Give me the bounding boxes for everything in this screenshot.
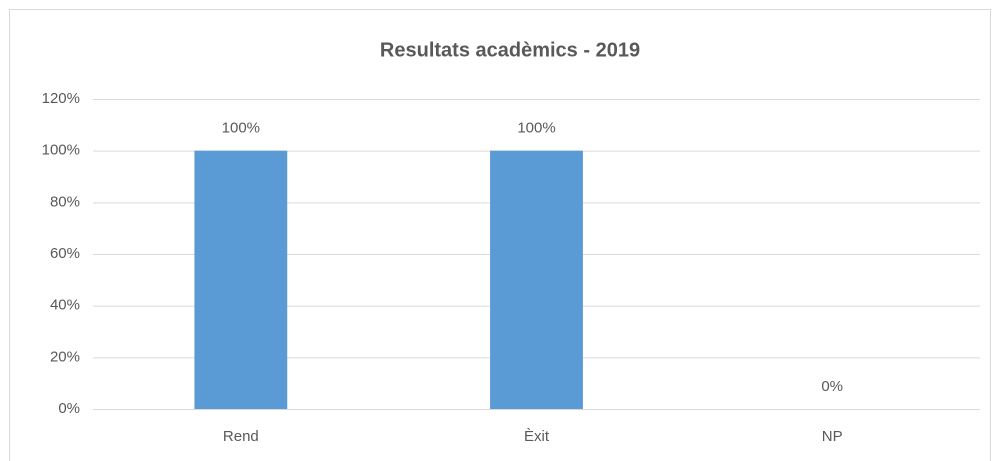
x-tick-label: Rend xyxy=(223,428,259,445)
y-tick-label: 0% xyxy=(58,400,80,417)
data-label: 100% xyxy=(222,120,260,137)
y-tick-label: 20% xyxy=(50,348,80,365)
x-tick-label: NP xyxy=(822,428,843,445)
y-tick-label: 80% xyxy=(50,193,80,210)
y-tick-label: 40% xyxy=(50,297,80,314)
chart-title: Resultats acadèmics - 2019 xyxy=(380,39,640,61)
bar xyxy=(194,150,288,409)
y-tick-label: 60% xyxy=(50,245,80,262)
data-label: 100% xyxy=(517,120,555,137)
x-tick-label: Èxit xyxy=(524,428,550,445)
y-tick-label: 120% xyxy=(42,90,80,107)
bar xyxy=(490,150,583,409)
data-label: 0% xyxy=(821,378,843,395)
y-tick-label: 100% xyxy=(42,142,80,159)
